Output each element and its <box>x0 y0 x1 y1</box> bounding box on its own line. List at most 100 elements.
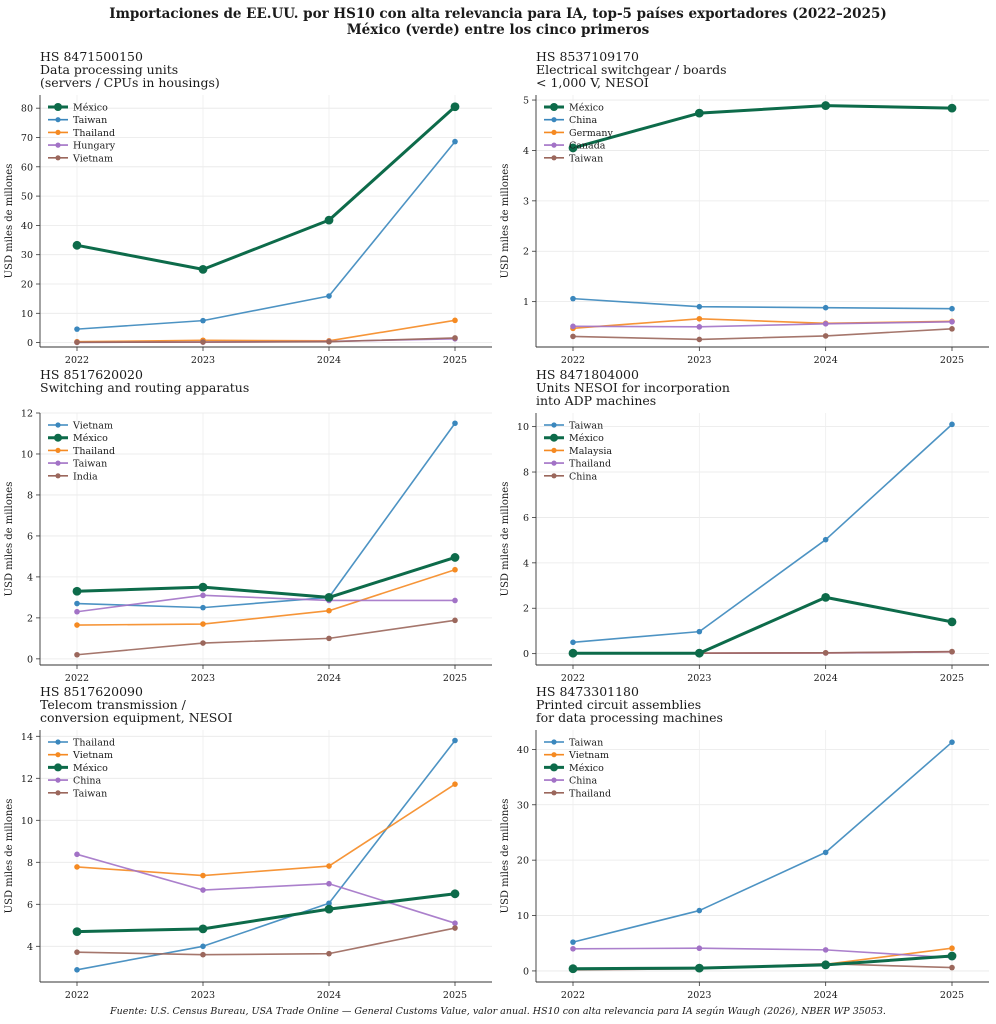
data-point <box>326 950 332 957</box>
legend-label: Thailand <box>569 459 611 470</box>
legend-swatch-marker <box>55 129 61 135</box>
legend-swatch-marker <box>55 777 61 783</box>
panel-title-line: HS 8471500150 <box>40 49 143 64</box>
y-tick-label: 8 <box>27 858 33 869</box>
panel-title-line: Telecom transmission / <box>40 697 187 712</box>
data-point <box>949 945 955 952</box>
x-tick-label: 2022 <box>561 673 585 684</box>
y-tick-label: 30 <box>517 800 529 811</box>
data-point <box>326 607 332 614</box>
legend-label: Thailand <box>73 446 115 457</box>
legend-swatch-marker <box>551 129 557 135</box>
data-point <box>452 617 458 624</box>
panel-title-line: for data processing machines <box>536 710 723 725</box>
x-tick-label: 2025 <box>940 990 964 1001</box>
legend-swatch-marker <box>551 460 557 466</box>
data-point <box>72 586 82 596</box>
x-tick-label: 2024 <box>317 673 341 684</box>
y-tick-label: 0 <box>523 649 529 660</box>
y-tick-label: 30 <box>21 250 33 261</box>
data-point <box>74 949 80 955</box>
panel-title-line: into ADP machines <box>536 393 656 408</box>
legend-swatch-marker <box>551 739 557 745</box>
data-point <box>694 648 704 658</box>
series-line <box>76 105 457 271</box>
data-point <box>200 604 206 611</box>
data-point <box>696 315 703 322</box>
y-axis-label: USD miles de millones <box>4 799 15 914</box>
legend-label: Thailand <box>73 128 115 139</box>
legend-label: Taiwan <box>73 788 107 799</box>
series-line <box>76 422 456 609</box>
y-axis-label: USD miles de millones <box>500 799 511 914</box>
data-point <box>570 945 576 952</box>
data-point <box>452 737 458 744</box>
y-tick-label: 4 <box>27 572 33 583</box>
legend-label: México <box>569 763 604 774</box>
data-point <box>74 600 80 607</box>
figure-title: Importaciones de EE.UU. por HS10 con alt… <box>0 6 996 38</box>
data-point <box>821 101 831 110</box>
series-line <box>76 783 456 877</box>
legend-swatch-marker <box>54 103 62 111</box>
x-tick-label: 2025 <box>443 673 467 684</box>
figure-title-line-2: México (verde) entre los cinco primeros <box>346 22 650 38</box>
legend-swatch-marker <box>551 117 557 123</box>
legend-label: Malaysia <box>569 446 612 457</box>
panel-title-line: HS 8473301180 <box>536 684 639 699</box>
data-point <box>570 295 576 302</box>
data-point <box>822 304 829 311</box>
series-line <box>572 423 953 644</box>
x-tick-label: 2023 <box>687 673 711 684</box>
y-tick-label: 0 <box>523 966 529 977</box>
legend-swatch-marker <box>55 752 61 758</box>
series-line <box>76 740 456 971</box>
legend-label: Taiwan <box>73 115 107 126</box>
y-tick-label: 50 <box>21 192 33 203</box>
legend-swatch-marker <box>550 433 558 442</box>
y-tick-label: 6 <box>27 531 33 542</box>
x-tick-label: 2022 <box>561 355 585 366</box>
x-tick-label: 2025 <box>443 990 467 1001</box>
y-tick-label: 4 <box>523 558 529 569</box>
series-line <box>76 319 456 343</box>
legend-label: México <box>73 433 108 444</box>
legend-swatch-marker <box>55 117 61 123</box>
data-point <box>74 651 80 658</box>
series-line <box>573 595 953 655</box>
data-point <box>324 904 334 914</box>
legend-swatch-marker <box>550 763 558 772</box>
data-point <box>696 628 703 635</box>
x-tick-label: 2025 <box>443 355 467 366</box>
data-point <box>570 333 576 340</box>
legend-label: China <box>569 471 598 482</box>
y-tick-label: 10 <box>21 816 33 827</box>
data-point <box>821 960 831 970</box>
legend-label: Vietnam <box>72 153 113 164</box>
data-point <box>200 640 206 646</box>
series-line <box>76 594 455 613</box>
y-tick-label: 2 <box>523 604 529 615</box>
y-tick-label: 80 <box>21 104 33 115</box>
y-tick-label: 20 <box>517 856 529 867</box>
legend-swatch-marker <box>55 473 61 479</box>
x-tick-label: 2024 <box>814 990 838 1001</box>
data-point <box>568 648 578 658</box>
legend-label: México <box>73 103 108 114</box>
data-point <box>200 621 206 627</box>
legend-label: Vietnam <box>72 750 113 761</box>
panel-title-line: Data processing units <box>40 62 178 77</box>
data-point <box>72 927 82 936</box>
data-point <box>696 945 703 952</box>
legend-label: Taiwan <box>73 459 107 470</box>
legend-swatch-marker <box>551 752 557 758</box>
y-tick-label: 2 <box>523 247 529 258</box>
y-tick-label: 10 <box>517 422 529 433</box>
data-point <box>822 321 829 327</box>
legend-swatch-marker <box>551 155 557 161</box>
data-point <box>452 920 458 926</box>
